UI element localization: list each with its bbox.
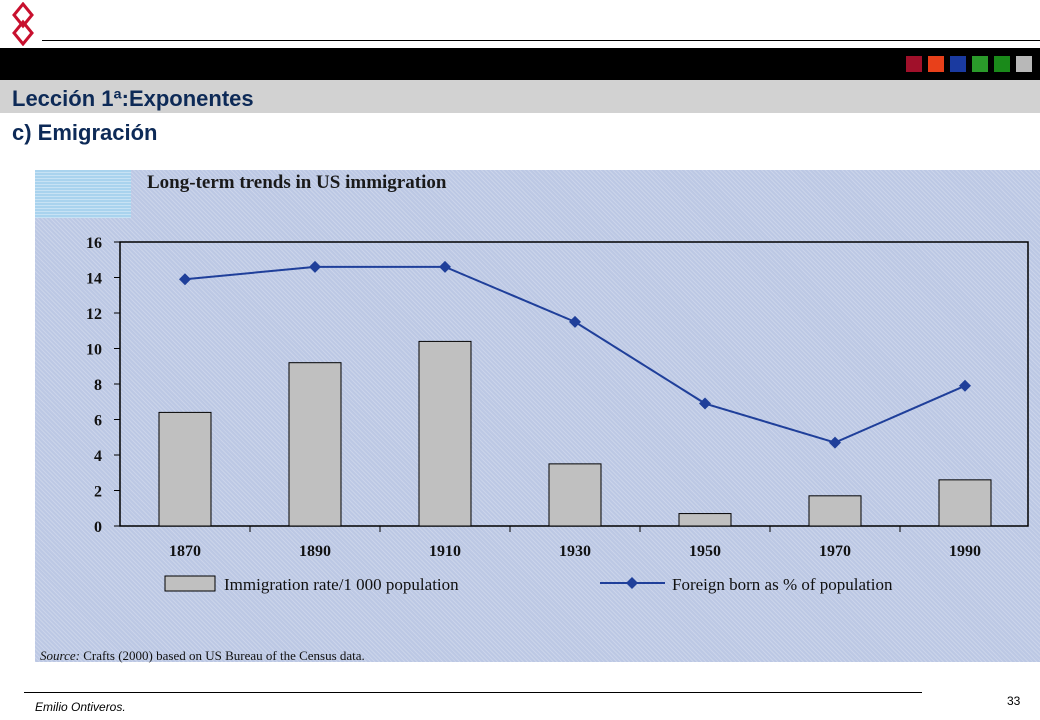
top-divider bbox=[42, 40, 1040, 41]
line-point-1950 bbox=[699, 397, 711, 410]
y-tick-label: 8 bbox=[94, 377, 102, 394]
bar-1970 bbox=[808, 495, 862, 527]
header-color-squares bbox=[906, 56, 1032, 72]
author-name: Emilio Ontiveros. bbox=[35, 700, 126, 714]
legend-label-bars: Immigration rate/1 000 population bbox=[224, 575, 459, 594]
chart-source: Source: Crafts (2000) based on US Bureau… bbox=[40, 648, 365, 664]
legend-diamond-marker bbox=[626, 577, 638, 589]
x-tick-label: 1970 bbox=[819, 543, 851, 560]
header-square-4 bbox=[972, 56, 988, 72]
bar-1950 bbox=[678, 513, 732, 527]
logo-icon bbox=[12, 2, 34, 46]
bar-1890 bbox=[288, 362, 342, 527]
header-square-3 bbox=[950, 56, 966, 72]
y-tick-label: 12 bbox=[86, 306, 102, 323]
header-band bbox=[0, 48, 1040, 80]
line-point-1870 bbox=[179, 273, 191, 286]
header-square-6 bbox=[1016, 56, 1032, 72]
source-label: Source: bbox=[40, 648, 80, 663]
line-point-1910 bbox=[439, 260, 451, 273]
x-tick-label: 1890 bbox=[299, 543, 331, 560]
header-square-2 bbox=[928, 56, 944, 72]
header-square-5 bbox=[994, 56, 1010, 72]
line-point-1970 bbox=[829, 436, 841, 449]
chart-corner-decoration bbox=[35, 170, 131, 218]
y-tick-label: 10 bbox=[86, 342, 102, 359]
y-tick-label: 2 bbox=[94, 484, 102, 501]
bar-1870 bbox=[158, 411, 212, 527]
title-band bbox=[0, 80, 1040, 113]
line-point-1930 bbox=[569, 315, 581, 328]
line-point-1890 bbox=[309, 260, 321, 273]
bar-1990 bbox=[938, 479, 992, 527]
slide-subtitle: c) Emigración bbox=[12, 120, 158, 145]
slide-title: Lección 1ª:Exponentes bbox=[12, 86, 254, 111]
y-tick-label: 4 bbox=[94, 448, 102, 465]
legend: Immigration rate/1 000 population Foreig… bbox=[164, 575, 893, 594]
header-square-1 bbox=[906, 56, 922, 72]
y-tick-label: 0 bbox=[94, 519, 102, 536]
bar-1930 bbox=[548, 463, 602, 527]
bar-1910 bbox=[418, 340, 472, 527]
x-tick-label: 1870 bbox=[169, 543, 201, 560]
y-tick-label: 16 bbox=[86, 235, 102, 252]
x-tick-label: 1910 bbox=[429, 543, 461, 560]
x-tick-label: 1930 bbox=[559, 543, 591, 560]
x-tick-label: 1990 bbox=[949, 543, 981, 560]
y-tick-label: 6 bbox=[94, 413, 102, 430]
y-tick-label: 14 bbox=[86, 271, 102, 288]
footer-divider bbox=[24, 692, 922, 693]
legend-bar-swatch bbox=[164, 575, 216, 592]
source-text: Crafts (2000) based on US Bureau of the … bbox=[83, 648, 365, 663]
line-point-1990 bbox=[959, 379, 971, 392]
page-number: 33 bbox=[1007, 694, 1021, 708]
chart-title: Long-term trends in US immigration bbox=[147, 172, 447, 193]
x-tick-label: 1950 bbox=[689, 543, 721, 560]
legend-label-line: Foreign born as % of population bbox=[672, 575, 893, 594]
